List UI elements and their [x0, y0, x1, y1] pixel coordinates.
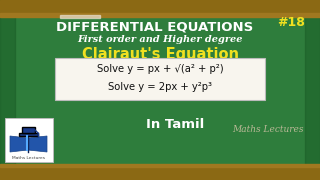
Text: Maths Lectures: Maths Lectures	[12, 156, 45, 160]
FancyBboxPatch shape	[55, 58, 265, 100]
Text: In Tamil: In Tamil	[146, 118, 204, 132]
Bar	[0, 166, 320, 180]
Bar	[0, 13, 320, 17]
FancyBboxPatch shape	[19, 133, 38, 136]
Text: First order and Higher degree: First order and Higher degree	[77, 35, 243, 44]
Bar	[60, 15, 100, 18]
Bar	[0, 164, 320, 167]
Text: #18: #18	[277, 17, 305, 30]
Text: Solve y = 2px + y²p³: Solve y = 2px + y²p³	[108, 82, 212, 92]
Text: Clairaut's Equation: Clairaut's Equation	[82, 46, 238, 62]
FancyBboxPatch shape	[22, 127, 35, 133]
Polygon shape	[10, 136, 28, 152]
Text: Solve y = px + √(a² + p²): Solve y = px + √(a² + p²)	[97, 64, 223, 74]
Bar	[0, 0, 320, 15]
Bar	[0, 0, 15, 180]
Polygon shape	[28, 136, 47, 152]
Text: DIFFERENTIAL EQUATIONS: DIFFERENTIAL EQUATIONS	[56, 21, 254, 33]
Text: Maths Lectures: Maths Lectures	[232, 125, 304, 134]
Bar	[305, 0, 320, 180]
FancyBboxPatch shape	[5, 118, 53, 162]
